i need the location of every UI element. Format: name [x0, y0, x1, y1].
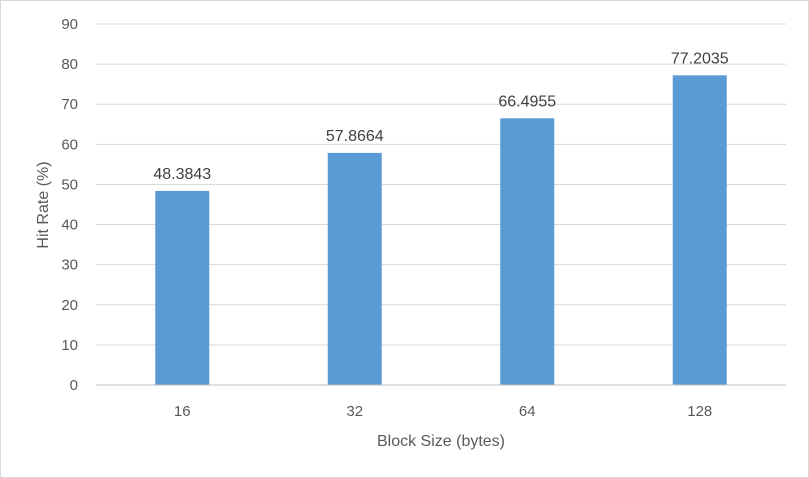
y-tick-label: 40	[61, 217, 78, 234]
data-labels: 48.3843 57.8664 66.4955 77.2035	[153, 50, 728, 183]
y-tick-label: 10	[61, 337, 78, 354]
y-tick-label: 90	[61, 16, 78, 33]
data-label-64: 66.4955	[498, 93, 556, 110]
gridlines	[96, 23, 786, 346]
x-axis-title: Block Size (bytes)	[377, 433, 505, 450]
bars	[155, 75, 727, 385]
y-tick-label: 80	[61, 56, 78, 73]
y-tick-labels: 0 10 20 30 40 50 60 70 80 90	[61, 16, 78, 394]
bar-64	[500, 118, 555, 385]
y-tick-label: 60	[61, 136, 78, 153]
x-tick-label-32: 32	[346, 403, 363, 420]
y-tick-label: 20	[61, 297, 78, 314]
bar-32	[327, 152, 382, 385]
x-tick-label-16: 16	[174, 403, 191, 420]
x-tick-labels: 16 32 64 128	[174, 403, 712, 420]
bar-128	[672, 75, 727, 385]
x-tick-label-64: 64	[519, 403, 536, 420]
y-tick-label: 50	[61, 176, 78, 193]
y-tick-label: 0	[70, 377, 78, 394]
data-label-128: 77.2035	[671, 50, 729, 67]
x-tick-label-128: 128	[687, 403, 712, 420]
y-tick-label: 30	[61, 257, 78, 274]
bar-16	[155, 190, 210, 385]
y-tick-label: 70	[61, 96, 78, 113]
y-axis-title: Hit Rate (%)	[35, 161, 52, 248]
data-label-32: 57.8664	[326, 128, 384, 145]
data-label-16: 48.3843	[153, 166, 211, 183]
